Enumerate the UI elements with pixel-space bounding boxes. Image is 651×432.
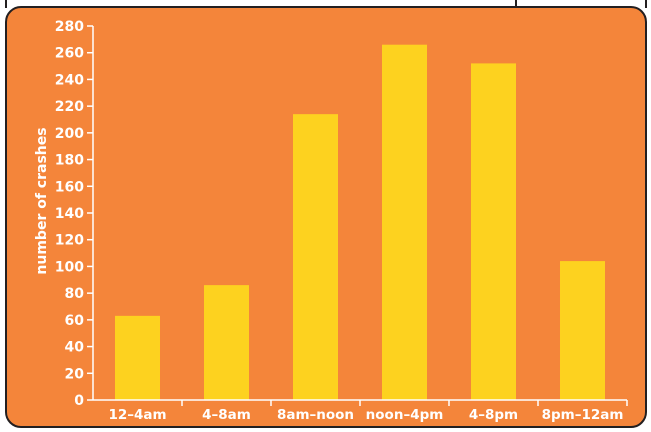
chart-panel: 0 20 40 60 80 100 120 140 160 180 200 220 240 260 280 …	[5, 6, 647, 428]
crash-bar-chart: 020406080100120140160180200220240260280 …	[34, 19, 628, 423]
y-tick-label: 20	[65, 366, 85, 382]
y-tick-label: 200	[55, 126, 84, 142]
bar	[382, 44, 427, 400]
y-tick-label: 140	[55, 206, 84, 222]
frame-edge-divider	[515, 0, 517, 8]
x-axis-labels: 12–4am 4–8am 8am–noon noon–4pm 4–8pm 8pm–12am	[108, 400, 628, 423]
frame-edge-left	[5, 0, 7, 8]
x-tick-label: noon–4pm	[366, 407, 444, 423]
y-tick-label: 120	[55, 233, 84, 249]
bars	[115, 44, 605, 401]
frame-edge-right	[645, 0, 647, 8]
x-tick-label: 4–8am	[202, 407, 251, 423]
bar	[293, 114, 338, 401]
y-tick-label: 40	[65, 340, 85, 356]
y-tick-label: 160	[55, 179, 84, 195]
y-tick-label: 180	[55, 153, 84, 169]
y-tick-label: 100	[55, 259, 84, 275]
y-tick-label: 80	[65, 286, 85, 302]
y-axis-ticks: 0 20 40 60 80 100 120 140 160 180 200 220 240 260 280	[55, 19, 93, 409]
y-tick-label: 280	[55, 19, 84, 35]
y-tick-label: 260	[55, 46, 84, 62]
y-tick-label: 240	[55, 72, 84, 88]
bar	[471, 63, 516, 401]
y-tick-label: 220	[55, 99, 84, 115]
y-tick-label: 60	[65, 313, 85, 329]
y-tick-label: 0	[74, 393, 84, 409]
x-tick-label: 8am–noon	[277, 407, 354, 423]
x-tick-label: 4–8pm	[469, 407, 518, 423]
bar	[560, 261, 605, 400]
bar	[115, 315, 160, 400]
y-axis-title: number of crashes	[34, 127, 50, 274]
x-tick-label: 12–4am	[108, 407, 166, 423]
x-tick-label: 8pm–12am	[542, 407, 624, 423]
bar	[204, 285, 249, 400]
